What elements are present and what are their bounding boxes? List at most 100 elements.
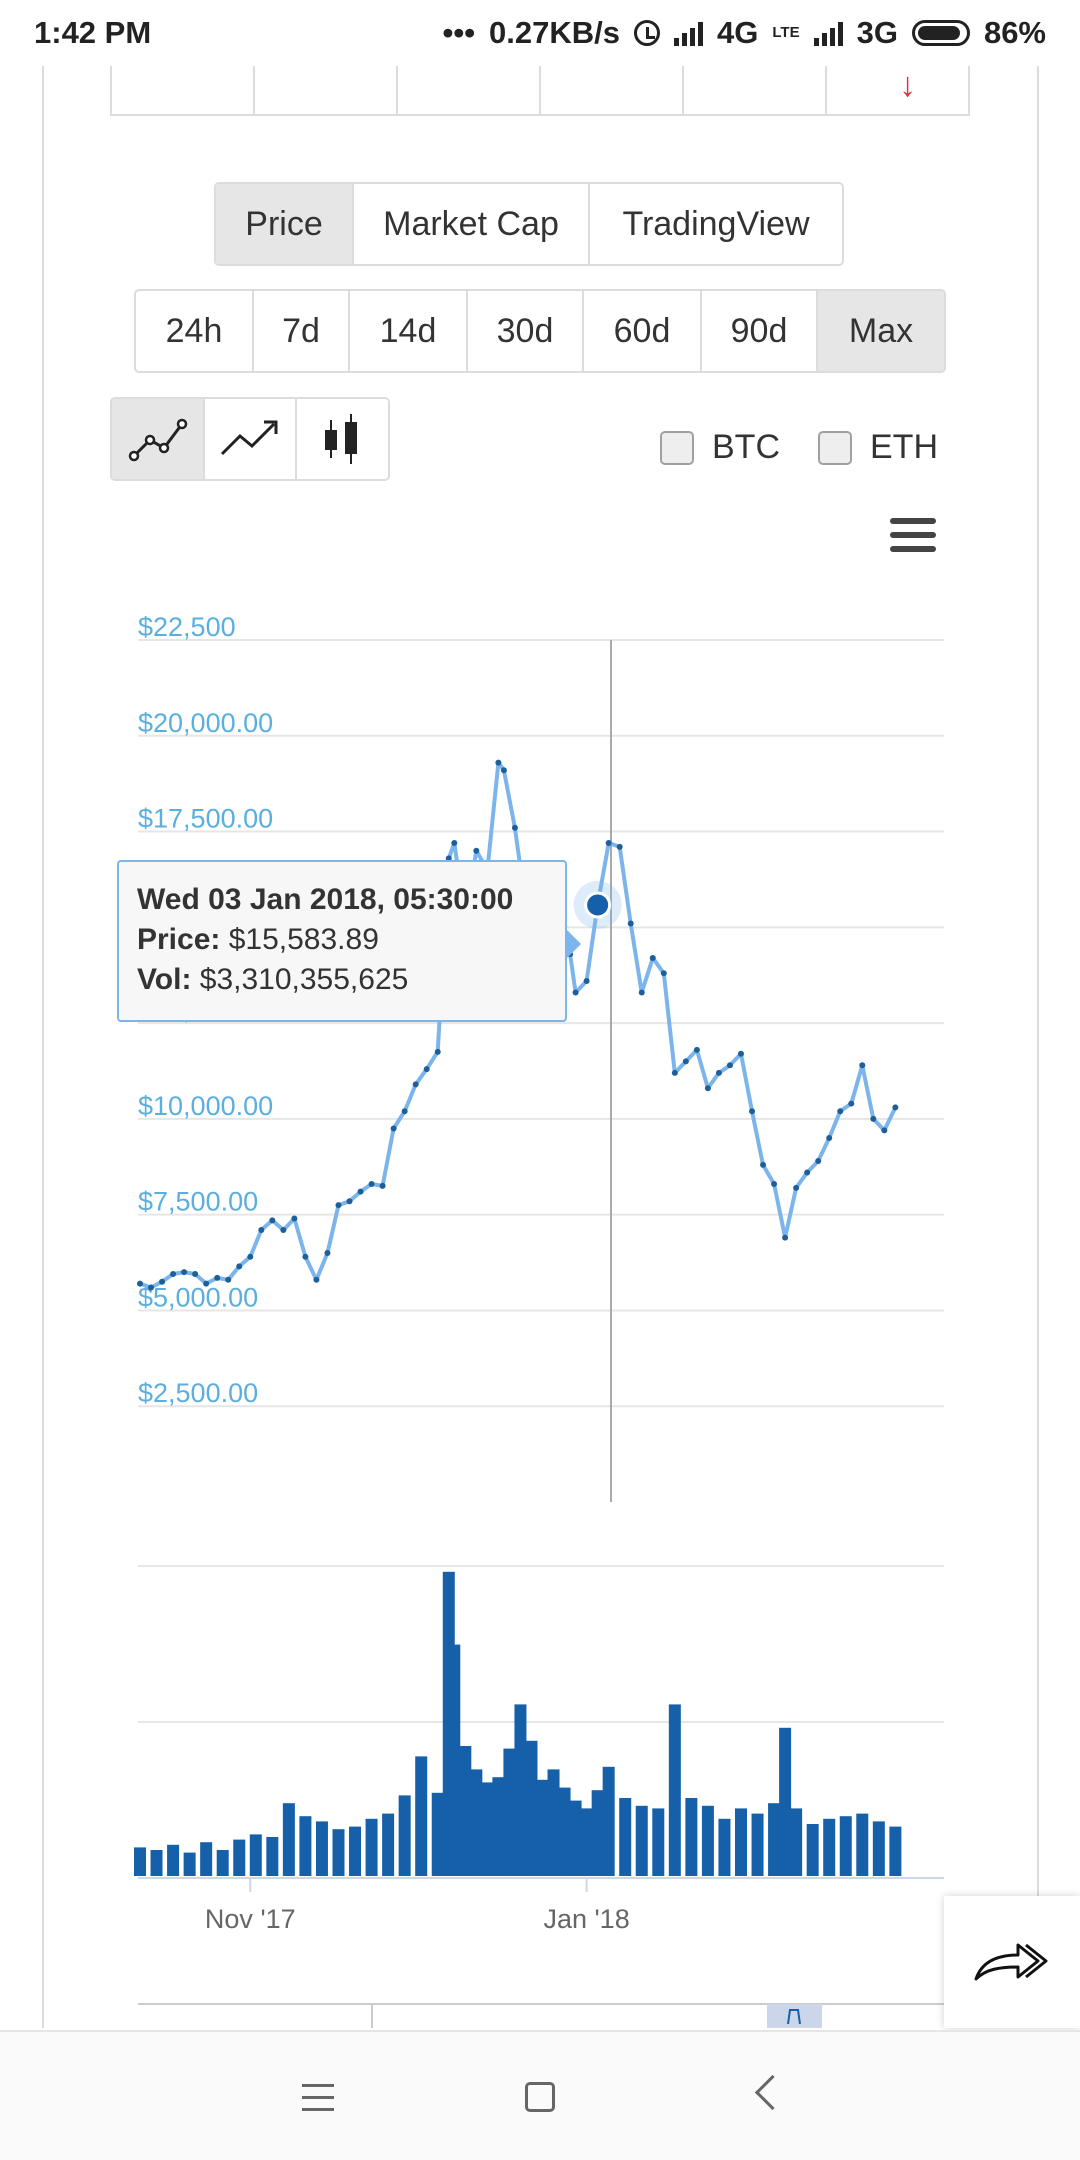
price-point xyxy=(357,1188,364,1195)
price-point xyxy=(445,855,452,862)
price-point xyxy=(335,1202,342,1209)
volume-bar xyxy=(701,1805,714,1876)
volume-bar xyxy=(652,1808,665,1876)
signal-icon xyxy=(674,20,704,46)
down-arrow-icon: ↓ xyxy=(899,66,916,104)
price-point xyxy=(258,1226,265,1233)
price-gridlines xyxy=(138,639,944,1408)
volume-bar xyxy=(332,1829,345,1876)
price-point xyxy=(704,1085,711,1092)
candlestick-button[interactable] xyxy=(297,399,388,479)
price-point xyxy=(826,1135,833,1142)
volume-bar xyxy=(635,1805,648,1876)
price-point xyxy=(412,1081,419,1088)
tab-tradingview[interactable]: TradingView xyxy=(622,204,810,243)
x-tick-label: Jan '18 xyxy=(543,1904,629,1934)
eth-checkbox[interactable] xyxy=(818,430,852,465)
battery-icon xyxy=(911,20,970,46)
volume-bar xyxy=(150,1850,163,1876)
price-tooltip: Wed 03 Jan 2018, 05:30:00 Price: $15,583… xyxy=(117,860,581,1022)
tooltip-price-row: Price: $15,583.89 xyxy=(137,923,379,956)
volume-bar xyxy=(349,1826,362,1876)
status-bar: 1:42 PM ••• 0.27KB/s 4G LTE 3G 86% xyxy=(0,0,1080,66)
range-30d[interactable]: 30d xyxy=(468,291,584,371)
volume-bar xyxy=(536,1779,549,1876)
range-14d[interactable]: 14d xyxy=(350,291,468,371)
price-point xyxy=(225,1276,232,1283)
volume-bar xyxy=(806,1824,819,1876)
view-tabs: Price Market Cap TradingView xyxy=(214,182,844,266)
eth-label: ETH xyxy=(870,428,938,466)
page-frame-right xyxy=(1037,66,1039,1896)
price-point xyxy=(848,1100,855,1107)
price-chart[interactable]: $2,500.00$5,000.00$7,500.00$10,000.00$12… xyxy=(0,600,1080,2030)
price-point xyxy=(500,767,507,774)
tab-price[interactable]: Price xyxy=(216,184,354,264)
volume-bar xyxy=(459,1746,472,1876)
nav-menu-icon[interactable] xyxy=(302,2084,334,2120)
line-points-icon xyxy=(128,418,187,462)
volume-bar xyxy=(266,1837,279,1876)
price-point xyxy=(291,1215,298,1222)
volume-bar xyxy=(481,1782,494,1876)
tooltip-volume: $3,310,355,625 xyxy=(199,963,409,996)
price-point xyxy=(192,1271,199,1278)
line-points-button[interactable] xyxy=(112,399,206,479)
compare-btc[interactable]: BTC xyxy=(660,428,780,467)
range-7d[interactable]: 7d xyxy=(254,291,350,371)
volume-bar xyxy=(398,1795,411,1876)
price-point xyxy=(837,1108,844,1115)
y-tick-label: $10,000.00 xyxy=(138,1091,273,1121)
price-point xyxy=(693,1046,700,1053)
navigator-window[interactable] xyxy=(767,2004,822,2028)
battery-level: 86% xyxy=(983,15,1046,50)
highlight-point xyxy=(584,891,612,919)
price-point xyxy=(280,1226,287,1233)
range-60d[interactable]: 60d xyxy=(584,291,702,371)
volume-bar xyxy=(602,1766,615,1876)
price-point xyxy=(302,1253,309,1260)
share-button[interactable] xyxy=(944,1896,1080,2028)
candlestick-icon xyxy=(325,414,358,464)
compare-eth[interactable]: ETH xyxy=(818,428,938,467)
volume-bar xyxy=(415,1756,428,1876)
price-point xyxy=(159,1278,166,1285)
volume-bar xyxy=(470,1769,483,1876)
chart-menu-icon[interactable] xyxy=(890,518,936,554)
volume-bar xyxy=(768,1803,781,1876)
volume-bar xyxy=(718,1818,731,1876)
price-point xyxy=(236,1263,243,1270)
volume-bar xyxy=(514,1704,527,1876)
network-type-1: 4G xyxy=(717,15,759,50)
price-point xyxy=(324,1249,331,1256)
price-point xyxy=(771,1181,778,1188)
volume-bar xyxy=(167,1844,180,1876)
price-point xyxy=(793,1184,800,1191)
range-max[interactable]: Max xyxy=(818,291,944,371)
price-point xyxy=(379,1182,386,1189)
volume-bar xyxy=(734,1808,747,1876)
nav-back-icon[interactable] xyxy=(754,2074,791,2111)
range-90d[interactable]: 90d xyxy=(702,291,818,371)
navigator-mini-series xyxy=(787,2009,801,2025)
price-point xyxy=(638,989,645,996)
btc-label: BTC xyxy=(712,428,780,466)
tooltip-price: $15,583.89 xyxy=(228,923,379,956)
range-24h[interactable]: 24h xyxy=(136,291,254,371)
price-point xyxy=(368,1181,375,1188)
nav-home-icon[interactable] xyxy=(525,2082,555,2112)
price-point xyxy=(616,843,623,850)
x-axis-labels: Nov '17 Jan '18 xyxy=(205,1878,630,1934)
btc-checkbox[interactable] xyxy=(660,430,694,465)
x-tick-label: Nov '17 xyxy=(205,1904,296,1934)
tab-market-cap[interactable]: Market Cap xyxy=(354,184,590,264)
line-chart-button[interactable] xyxy=(205,399,297,479)
volume-bar xyxy=(779,1727,792,1876)
price-point xyxy=(137,1280,143,1287)
price-point xyxy=(859,1062,866,1069)
price-point xyxy=(451,840,458,847)
volume-bar xyxy=(503,1748,516,1876)
price-point xyxy=(203,1280,210,1287)
price-point xyxy=(495,759,502,766)
volume-bar xyxy=(431,1792,444,1876)
